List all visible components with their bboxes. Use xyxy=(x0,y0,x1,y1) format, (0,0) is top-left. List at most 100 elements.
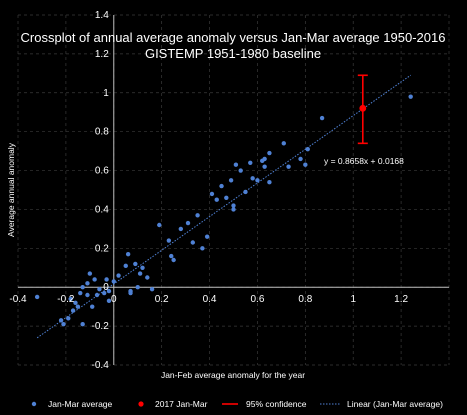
data-point-41 xyxy=(195,213,200,218)
data-points xyxy=(34,94,413,327)
data-point-55 xyxy=(250,176,255,181)
data-point-33 xyxy=(149,286,155,292)
data-point-1 xyxy=(58,318,64,323)
data-point-18 xyxy=(102,290,107,296)
data-point-6 xyxy=(73,300,78,305)
y-tick-label-3: 0.2 xyxy=(95,243,109,254)
y-tick-label-4: 0.4 xyxy=(95,204,109,215)
data-point-37 xyxy=(171,257,176,263)
x-tick-label-6: 0.8 xyxy=(298,294,312,305)
legend-item-linear: Linear (Jan-Mar average) xyxy=(320,399,443,409)
data-point-51 xyxy=(233,162,239,167)
data-point-31 xyxy=(140,265,145,270)
data-point-64 xyxy=(298,156,303,162)
data-point-38 xyxy=(178,226,184,232)
x-axis-label: Jan-Feb average anomaly for the year xyxy=(161,370,305,380)
data-point-15 xyxy=(92,277,97,282)
data-point-2 xyxy=(61,321,66,327)
data-point-17 xyxy=(97,286,102,292)
data-point-9 xyxy=(80,285,85,290)
legend-item-2017: 2017 Jan-Mar xyxy=(138,399,208,409)
data-point-60 xyxy=(267,150,272,156)
axes xyxy=(18,15,449,365)
chart-title: Crossplot of annual average anomaly vers… xyxy=(21,30,446,45)
data-point-27 xyxy=(128,288,133,294)
trendline-equation: y = 0.8658x + 0.0168 xyxy=(324,156,404,166)
linear-trendline xyxy=(36,74,411,339)
data-point-24 xyxy=(123,263,128,269)
data-point-28 xyxy=(133,261,138,267)
data-point-11 xyxy=(85,281,90,286)
data-point-29 xyxy=(135,285,140,290)
data-point-20 xyxy=(106,288,112,294)
data-point-25 xyxy=(125,251,131,257)
data-point-34 xyxy=(157,222,162,228)
data-point-3 xyxy=(66,316,71,321)
x-tick-label-4: 0.4 xyxy=(203,294,217,305)
data-point-54 xyxy=(248,160,253,165)
y-tick-label-0: -0.4 xyxy=(92,360,110,371)
data-point-0 xyxy=(34,294,40,300)
data-point-12 xyxy=(85,292,90,298)
x-tick-label-2: 0 xyxy=(111,294,117,305)
tick-labels: -0.4 -0.2 0 0.2 0.4 0.6 0.8 1 1.2 -0.4 -0.2 0 0.2 0.4… xyxy=(9,10,408,371)
data-point-62 xyxy=(281,141,286,146)
data-point-66 xyxy=(305,146,310,152)
data-point-7 xyxy=(75,304,81,309)
data-point-13 xyxy=(87,271,93,276)
chart-subtitle: GISTEMP 1951-1980 baseline xyxy=(145,46,321,61)
data-point-10 xyxy=(80,321,85,327)
legend-item-jan-mar: Jan-Mar average xyxy=(31,399,113,409)
legend-label-linear: Linear (Jan-Mar average) xyxy=(347,399,443,409)
data-point-30 xyxy=(137,271,143,276)
data-point-44 xyxy=(209,191,215,197)
y-tick-label-9: 1.4 xyxy=(95,10,109,21)
x-tick-label-0: -0.4 xyxy=(9,294,27,305)
data-point-36 xyxy=(169,253,174,259)
x-tick-label-3: 0.2 xyxy=(155,294,169,305)
legend-marker-2017 xyxy=(138,401,144,407)
data-point-56 xyxy=(255,178,260,183)
x-tick-label-7: 1 xyxy=(350,294,356,305)
data-point-39 xyxy=(185,220,191,226)
data-point-23 xyxy=(116,273,121,278)
legend: Jan-Mar average 2017 Jan-Mar 95% confide… xyxy=(31,399,443,409)
data-point-65 xyxy=(303,162,308,167)
data-point-2017 xyxy=(359,104,367,112)
x-tick-label-1: -0.2 xyxy=(57,294,75,305)
data-point-67 xyxy=(319,115,325,121)
data-point-42 xyxy=(200,246,205,251)
data-point-40 xyxy=(190,240,195,245)
data-point-5 xyxy=(70,308,76,313)
data-point-4 xyxy=(68,296,73,302)
highlight-2017 xyxy=(357,74,368,145)
y-tick-label-1: -0.2 xyxy=(92,321,110,332)
data-point-46 xyxy=(219,183,224,189)
data-point-48 xyxy=(228,178,234,183)
y-tick-label-2: 0 xyxy=(103,282,109,293)
data-point-16 xyxy=(94,292,100,298)
y-tick-label-6: 0.8 xyxy=(95,127,109,138)
data-point-32 xyxy=(145,275,150,280)
y-tick-label-5: 0.6 xyxy=(95,166,109,177)
y-axis-label: Average annual anomaly xyxy=(6,142,16,237)
data-point-22 xyxy=(111,279,116,284)
legend-label-2017: 2017 Jan-Mar xyxy=(155,399,208,409)
data-point-19 xyxy=(104,277,109,282)
data-point-47 xyxy=(224,195,229,200)
trendline xyxy=(36,74,411,339)
legend-marker-jan-mar xyxy=(31,401,37,407)
data-point-35 xyxy=(166,238,172,243)
data-point-45 xyxy=(214,197,219,202)
data-point-49 xyxy=(231,203,236,208)
data-point-21 xyxy=(106,298,112,304)
legend-label-jan-mar: Jan-Mar average xyxy=(48,399,113,409)
data-point-14 xyxy=(90,304,95,309)
data-point-8 xyxy=(78,290,83,296)
y-tick-label-7: 1 xyxy=(103,88,109,99)
x-tick-label-5: 0.6 xyxy=(250,294,264,305)
x-tick-label-8: 1.2 xyxy=(394,294,408,305)
data-point-63 xyxy=(286,164,291,169)
y-tick-label-8: 1.2 xyxy=(95,49,109,60)
